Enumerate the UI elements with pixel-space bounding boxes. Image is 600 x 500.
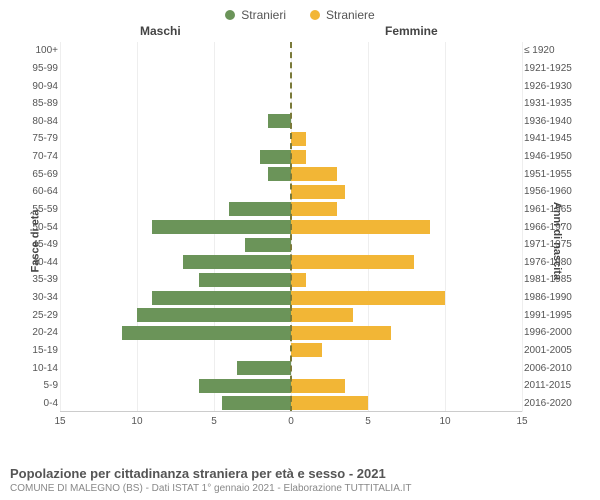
y-label-birth: 1956-1960 (524, 183, 584, 201)
y-label-birth: 1976-1980 (524, 254, 584, 272)
y-label-age: 55-59 (20, 201, 58, 219)
bar-male (122, 326, 291, 340)
bar-female (291, 185, 345, 199)
y-label-birth: ≤ 1920 (524, 42, 584, 60)
y-label-birth: 1996-2000 (524, 324, 584, 342)
y-label-birth: 1991-1995 (524, 306, 584, 324)
bar-male (245, 238, 291, 252)
legend-item-male: Stranieri (225, 6, 286, 24)
legend-dot-female (310, 10, 320, 20)
bar-male (237, 361, 291, 375)
y-label-age: 100+ (20, 42, 58, 60)
y-label-age: 80-84 (20, 113, 58, 131)
bar-male (199, 273, 291, 287)
y-label-birth: 1936-1940 (524, 113, 584, 131)
bar-female (291, 343, 322, 357)
y-label-birth: 1921-1925 (524, 60, 584, 78)
bar-female (291, 308, 353, 322)
bar-male (268, 167, 291, 181)
y-label-age: 5-9 (20, 377, 58, 395)
bar-female (291, 132, 306, 146)
bar-female (291, 255, 414, 269)
y-label-birth: 2006-2010 (524, 359, 584, 377)
bar-female (291, 150, 306, 164)
legend-label-female: Straniere (326, 8, 375, 22)
plot (60, 42, 522, 412)
y-label-birth: 1931-1935 (524, 95, 584, 113)
y-label-birth: 1961-1965 (524, 201, 584, 219)
y-label-birth: 1951-1955 (524, 165, 584, 183)
footer-subtitle: COMUNE DI MALEGNO (BS) - Dati ISTAT 1° g… (10, 483, 590, 494)
y-label-birth: 1981-1985 (524, 271, 584, 289)
y-label-birth: 1941-1945 (524, 130, 584, 148)
gridline (522, 42, 523, 412)
bar-male (199, 379, 291, 393)
footer-title: Popolazione per cittadinanza straniera p… (10, 466, 590, 481)
x-tick: 10 (439, 416, 450, 427)
bar-female (291, 220, 430, 234)
center-line (290, 42, 292, 412)
x-tick: 0 (288, 416, 294, 427)
x-tick: 5 (211, 416, 217, 427)
y-labels-left: 100+95-9990-9485-8980-8475-7970-7465-696… (20, 42, 58, 412)
bar-female (291, 202, 337, 216)
bar-male (137, 308, 291, 322)
y-label-age: 75-79 (20, 130, 58, 148)
y-label-age: 45-49 (20, 236, 58, 254)
y-label-age: 30-34 (20, 289, 58, 307)
legend: Stranieri Straniere (0, 0, 600, 24)
chart-area: Fasce di età Anni di nascita 100+95-9990… (0, 42, 600, 440)
legend-dot-male (225, 10, 235, 20)
bar-male (152, 291, 291, 305)
y-label-birth: 1946-1950 (524, 148, 584, 166)
y-label-age: 85-89 (20, 95, 58, 113)
bar-male (183, 255, 291, 269)
bar-female (291, 167, 337, 181)
y-label-birth: 2016-2020 (524, 395, 584, 413)
legend-label-male: Stranieri (241, 8, 286, 22)
bar-female (291, 379, 345, 393)
y-label-age: 50-54 (20, 218, 58, 236)
bar-male (229, 202, 291, 216)
y-label-birth: 1971-1975 (524, 236, 584, 254)
x-tick: 10 (131, 416, 142, 427)
bar-female (291, 273, 306, 287)
bar-male (152, 220, 291, 234)
x-tick: 15 (54, 416, 65, 427)
y-label-age: 95-99 (20, 60, 58, 78)
y-label-age: 70-74 (20, 148, 58, 166)
bar-female (291, 326, 391, 340)
x-tick: 15 (516, 416, 527, 427)
footer: Popolazione per cittadinanza straniera p… (10, 466, 590, 494)
y-label-age: 40-44 (20, 254, 58, 272)
y-label-age: 35-39 (20, 271, 58, 289)
y-label-age: 10-14 (20, 359, 58, 377)
bar-male (260, 150, 291, 164)
y-label-age: 0-4 (20, 395, 58, 413)
y-label-birth: 2011-2015 (524, 377, 584, 395)
bar-female (291, 396, 368, 410)
y-label-age: 90-94 (20, 77, 58, 95)
y-labels-right: ≤ 19201921-19251926-19301931-19351936-19… (524, 42, 584, 412)
x-tick: 5 (365, 416, 371, 427)
bar-male (268, 114, 291, 128)
y-label-birth: 1966-1970 (524, 218, 584, 236)
col-header-left: Maschi (140, 24, 181, 38)
bar-female (291, 291, 445, 305)
y-label-age: 15-19 (20, 342, 58, 360)
y-label-age: 25-29 (20, 306, 58, 324)
col-header-right: Femmine (385, 24, 438, 38)
bar-male (222, 396, 291, 410)
y-label-age: 65-69 (20, 165, 58, 183)
y-label-birth: 1926-1930 (524, 77, 584, 95)
x-axis: 15105051015 (60, 416, 522, 432)
y-label-age: 20-24 (20, 324, 58, 342)
legend-item-female: Straniere (310, 6, 375, 24)
y-label-birth: 2001-2005 (524, 342, 584, 360)
y-label-age: 60-64 (20, 183, 58, 201)
column-headers: Maschi Femmine (0, 24, 600, 42)
y-label-birth: 1986-1990 (524, 289, 584, 307)
x-axis-line (60, 411, 522, 412)
